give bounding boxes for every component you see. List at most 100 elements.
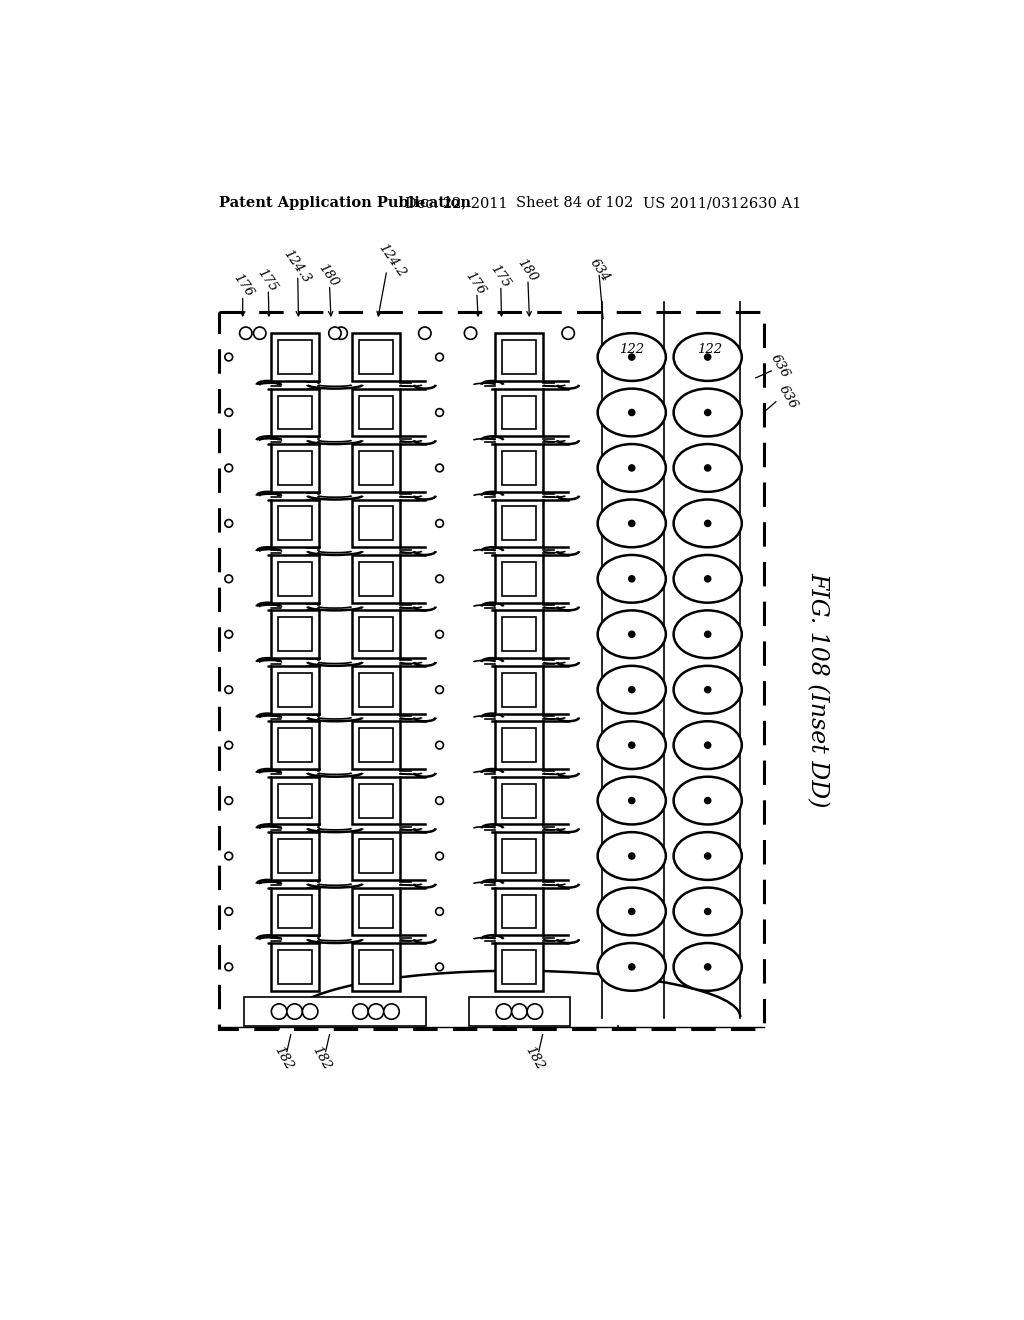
Ellipse shape [598,554,666,603]
Circle shape [705,354,711,360]
Ellipse shape [674,887,741,936]
Circle shape [435,631,443,638]
Text: US 2011/0312630 A1: US 2011/0312630 A1 [643,197,802,210]
Circle shape [527,1003,543,1019]
Bar [359,618,393,651]
Circle shape [435,908,443,915]
Bar [503,950,537,983]
Circle shape [225,631,232,638]
Ellipse shape [598,610,666,659]
Circle shape [225,409,232,416]
Bar [352,942,400,991]
Circle shape [225,520,232,527]
Bar [359,396,393,429]
Bar [359,341,393,374]
Circle shape [705,409,711,416]
Circle shape [254,327,266,339]
Ellipse shape [674,942,741,991]
Circle shape [629,964,635,970]
Bar [352,499,400,548]
Circle shape [629,520,635,527]
Circle shape [287,1003,302,1019]
Circle shape [705,964,711,970]
Circle shape [225,465,232,471]
Text: 182: 182 [310,1044,334,1072]
Bar [270,499,318,548]
Bar [469,997,569,1026]
Circle shape [629,797,635,804]
Bar [496,887,544,936]
Bar [359,507,393,540]
Circle shape [225,686,232,693]
Circle shape [435,853,443,859]
Circle shape [705,908,711,915]
Ellipse shape [598,499,666,548]
Bar [270,388,318,437]
Circle shape [225,354,232,360]
Ellipse shape [598,721,666,770]
Bar [359,451,393,484]
Circle shape [369,1003,384,1019]
Circle shape [225,964,232,970]
Bar [496,665,544,714]
Circle shape [225,853,232,859]
Bar [359,840,393,873]
Text: 182: 182 [271,1044,295,1072]
Bar [278,840,311,873]
Circle shape [629,853,635,859]
Circle shape [629,686,635,693]
Ellipse shape [598,776,666,825]
Bar [496,721,544,770]
Text: 182: 182 [523,1044,547,1072]
Bar [496,333,544,381]
Bar [270,610,318,659]
Circle shape [629,465,635,471]
Bar [359,562,393,595]
Text: 176: 176 [463,269,487,297]
Bar [359,673,393,706]
Text: 636: 636 [768,352,792,380]
Ellipse shape [598,887,666,936]
Text: 122: 122 [696,343,722,356]
Bar [352,776,400,825]
Bar [503,396,537,429]
Circle shape [225,742,232,748]
Bar [503,341,537,374]
Circle shape [435,354,443,360]
Circle shape [225,576,232,582]
Circle shape [384,1003,399,1019]
Circle shape [225,797,232,804]
Text: Dec. 22, 2011: Dec. 22, 2011 [406,197,508,210]
Bar [270,832,318,880]
Bar [270,333,318,381]
Bar [278,618,311,651]
Circle shape [629,576,635,582]
Ellipse shape [674,832,741,880]
Bar [352,887,400,936]
Bar [496,832,544,880]
Circle shape [705,797,711,804]
Ellipse shape [598,333,666,381]
Bar [496,942,544,991]
Bar [278,673,311,706]
Bar [278,729,311,762]
Circle shape [302,1003,317,1019]
Circle shape [435,576,443,582]
Circle shape [705,742,711,748]
Bar [278,451,311,484]
Bar [352,665,400,714]
Bar [270,942,318,991]
Text: 175: 175 [487,263,513,290]
Bar [270,887,318,936]
Circle shape [464,327,477,339]
Circle shape [705,631,711,638]
Bar [352,610,400,659]
Circle shape [705,686,711,693]
Bar [352,388,400,437]
Circle shape [435,742,443,748]
Bar [496,444,544,492]
Circle shape [629,631,635,638]
Text: FIG. 108 (Inset DD): FIG. 108 (Inset DD) [806,572,829,808]
Circle shape [629,409,635,416]
Circle shape [329,327,341,339]
